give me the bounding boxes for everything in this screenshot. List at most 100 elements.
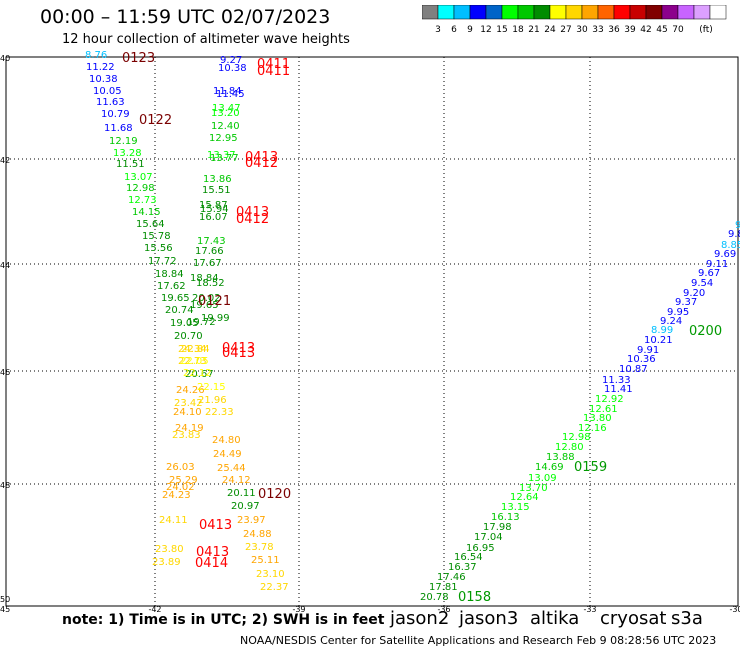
legend-swatch bbox=[709, 5, 727, 20]
legend-swatch bbox=[629, 5, 647, 20]
pass-time-label: 0411 bbox=[257, 64, 290, 79]
swh-value-track-b: 20.11 bbox=[227, 488, 256, 499]
swh-value-track-b: 25.11 bbox=[251, 555, 280, 566]
swh-value-track-b: 17.67 bbox=[193, 258, 222, 269]
swh-value-track-c: 10.36 bbox=[627, 354, 656, 365]
swh-value-track-c: 10.21 bbox=[644, 335, 673, 346]
swh-value-track-b: 15.94 bbox=[200, 204, 229, 215]
footer-credit: NOAA/NESDIS Center for Satellite Applica… bbox=[240, 634, 717, 647]
swh-value-track-c: 9.24 bbox=[660, 316, 682, 327]
swh-value-track-b: 10.38 bbox=[218, 63, 247, 74]
swh-value-track-a: 22.73 bbox=[178, 356, 207, 367]
swh-value-track-b: 12.40 bbox=[211, 121, 240, 132]
swh-value-track-c: 11.41 bbox=[604, 384, 633, 395]
pass-time-label: 0414 bbox=[195, 556, 228, 571]
swh-value-track-c: 12.92 bbox=[595, 394, 624, 405]
swh-value-track-b: 22.05 bbox=[180, 356, 209, 367]
swh-value-track-b: 15.51 bbox=[202, 185, 231, 196]
swh-value-track-a: 24.26 bbox=[176, 385, 205, 396]
legend-swatch bbox=[549, 5, 567, 20]
pass-time-label: 0413 bbox=[222, 341, 255, 356]
swh-value-track-a: 20.70 bbox=[174, 331, 203, 342]
swh-value-track-b: 17.66 bbox=[195, 246, 224, 257]
pass-time-label: 0413 bbox=[222, 346, 255, 361]
swh-value-track-c: 9.69 bbox=[714, 249, 736, 260]
swh-value-track-b: 20.02 bbox=[192, 293, 221, 304]
swh-value-track-a: 10.79 bbox=[101, 109, 130, 120]
swh-value-track-c: 9.37 bbox=[675, 297, 697, 308]
swh-value-track-a: 13.07 bbox=[124, 172, 153, 183]
swh-value-track-c: 13.80 bbox=[583, 413, 612, 424]
swh-value-track-b: 9.27 bbox=[220, 55, 242, 66]
legend-swatch bbox=[422, 5, 439, 20]
swh-value-track-c: 8.99 bbox=[651, 325, 673, 336]
pass-time-label: 0413 bbox=[199, 518, 232, 533]
swh-value-track-b: 23.78 bbox=[245, 542, 274, 553]
pass-time-label: 0123 bbox=[122, 51, 155, 66]
legend-swatch bbox=[533, 5, 551, 20]
legend-swatch bbox=[501, 5, 519, 20]
legend-label: 15 bbox=[496, 25, 507, 35]
color-legend: 3 6 9 12 15 18 21 24 27 30 33 36 39 42 45 70 (ft) bbox=[422, 5, 727, 35]
legend-swatch bbox=[661, 5, 679, 20]
swh-value-track-c: 9.91 bbox=[637, 345, 659, 356]
legend-label: 12 bbox=[480, 25, 491, 35]
legend-label: 6 bbox=[451, 25, 457, 35]
swh-value-track-b: 13.86 bbox=[203, 174, 232, 185]
pass-time-label: 0158 bbox=[458, 590, 491, 605]
page-subtitle: 12 hour collection of altimeter wave hei… bbox=[62, 32, 350, 47]
swh-value-track-a: 24.02 bbox=[166, 482, 195, 493]
satellite-label-s3a: s3a bbox=[671, 608, 703, 629]
swh-value-track-b: 11.84 bbox=[213, 86, 242, 97]
y-tick-label: 45 bbox=[0, 605, 10, 614]
swh-value-track-a: 10.38 bbox=[89, 74, 118, 85]
swh-value-track-c: 16.13 bbox=[491, 512, 520, 523]
swh-value-track-b: 16.07 bbox=[199, 212, 228, 223]
legend-label: 42 bbox=[640, 25, 651, 35]
swh-value-track-b: 22.33 bbox=[205, 407, 234, 418]
swh-value-track-a: 24.19 bbox=[175, 423, 204, 434]
swh-value-track-a: 19.05 bbox=[170, 318, 199, 329]
swh-value-track-a: 11.22 bbox=[86, 62, 115, 73]
swh-value-track-a: 17.62 bbox=[157, 281, 186, 292]
map-border bbox=[5, 56, 739, 607]
swh-value-track-b: 21.96 bbox=[198, 395, 227, 406]
swh-value-track-b: 19.65 bbox=[190, 300, 219, 311]
swh-value-track-a: 23.80 bbox=[155, 544, 184, 555]
swh-value-track-a: 13.28 bbox=[113, 148, 142, 159]
swh-value-track-b: 22.84 bbox=[181, 344, 210, 355]
swh-value-track-c: 12.98 bbox=[562, 432, 591, 443]
swh-value-track-a: 11.63 bbox=[96, 97, 125, 108]
swh-value-track-a: 17.72 bbox=[148, 256, 177, 267]
legend-label: (ft) bbox=[699, 25, 713, 35]
swh-value-track-c: 12.16 bbox=[578, 423, 607, 434]
pass-time-label: 0121 bbox=[198, 294, 231, 309]
legend-swatch bbox=[597, 5, 615, 20]
legend-swatch bbox=[437, 5, 455, 20]
pass-time-label: 0120 bbox=[258, 487, 291, 502]
swh-value-track-b: 15.87 bbox=[199, 200, 228, 211]
legend-label: 21 bbox=[528, 25, 539, 35]
satellite-label-altika: altika bbox=[530, 608, 580, 629]
swh-value-track-c: 17.98 bbox=[483, 522, 512, 533]
swh-value-track-a: 24.10 bbox=[173, 407, 202, 418]
swh-value-track-a: 10.05 bbox=[93, 86, 122, 97]
swh-value-track-a: 25.29 bbox=[169, 475, 198, 486]
legend-swatch bbox=[565, 5, 583, 20]
footer-note: note: 1) Time is in UTC; 2) SWH is in fe… bbox=[62, 612, 385, 628]
swh-value-track-b: 18.84 bbox=[190, 273, 219, 284]
swh-value-track-b: 13.47 bbox=[212, 103, 241, 114]
swh-value-track-a: 18.84 bbox=[155, 269, 184, 280]
legend-swatch bbox=[469, 5, 487, 20]
swh-value-track-a: 20.74 bbox=[165, 305, 194, 316]
pass-time-label: 0413 bbox=[236, 205, 269, 220]
x-tick-label: -33 bbox=[583, 605, 596, 614]
pass-time-label: 0200 bbox=[689, 324, 722, 339]
legend-label: 36 bbox=[608, 25, 620, 35]
pass-time-label: 0413 bbox=[196, 545, 229, 560]
legend-swatch bbox=[677, 5, 695, 20]
legend-label: 39 bbox=[624, 25, 636, 35]
legend-swatch bbox=[613, 5, 631, 20]
swh-value-track-c: 9.54 bbox=[691, 278, 713, 289]
